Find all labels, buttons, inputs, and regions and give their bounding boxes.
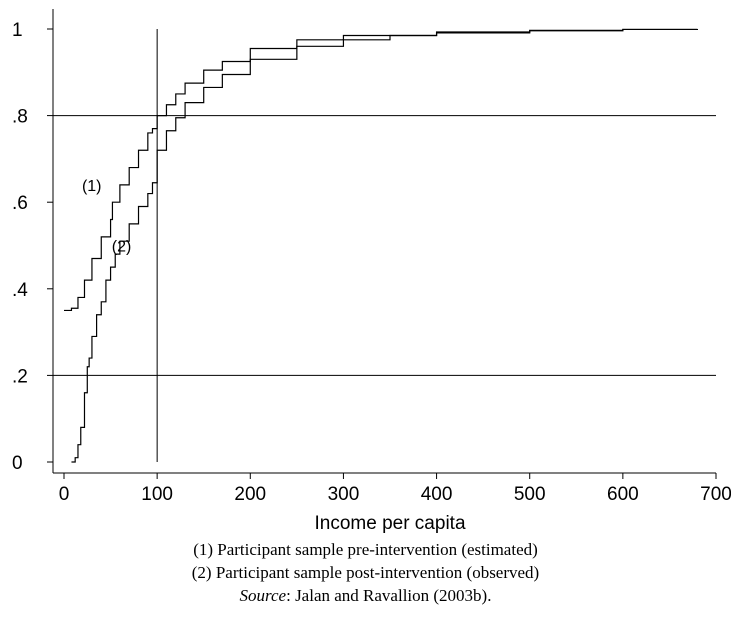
cdf-chart: 0.2.4.6.810 100 200 300 400 500 600 700 (1)(2) … <box>12 9 731 534</box>
caption-line-1: (1) Participant sample pre-intervention … <box>193 540 538 559</box>
x-axis-title: Income per capita <box>314 513 465 534</box>
curve-label-2: (2) <box>112 239 132 256</box>
caption-line-2: (2) Participant sample post-intervention… <box>191 563 540 582</box>
source-word: Source <box>239 586 287 605</box>
x-tick-label-1: 100 <box>141 484 173 505</box>
caption-source: Source: Jalan and Ravallion (2003b). <box>0 584 731 607</box>
reference-lines <box>53 29 716 462</box>
y-tick-label-1: .2 <box>12 366 28 387</box>
x-tick-label-5: 500 <box>514 484 546 505</box>
x-tick-label-7: 700 <box>700 484 731 505</box>
source-text: : Jalan and Ravallion (2003b). <box>286 586 492 605</box>
y-tick-label-5: 1 <box>12 20 23 41</box>
series-group <box>64 28 698 463</box>
series-line-2 <box>71 28 698 463</box>
y-tick-label-2: .4 <box>12 280 28 301</box>
curve-label-1: (1) <box>82 178 102 195</box>
y-tick-label-3: .6 <box>12 193 28 214</box>
y-tick-label-4: .8 <box>12 107 28 128</box>
curve-labels: (1) (2) <box>82 178 131 256</box>
x-tick-label-6: 600 <box>607 484 639 505</box>
axes: 0 .2 .4 .6 .8 1 0 100 200 300 400 500 600 700 <box>12 9 731 505</box>
y-tick-label-0: 0 <box>12 453 23 474</box>
series-line-1 <box>64 28 698 312</box>
x-tick-label-3: 300 <box>328 484 360 505</box>
x-tick-label-4: 400 <box>421 484 453 505</box>
x-tick-label-2: 200 <box>234 484 266 505</box>
x-tick-label-0: 0 <box>59 484 70 505</box>
